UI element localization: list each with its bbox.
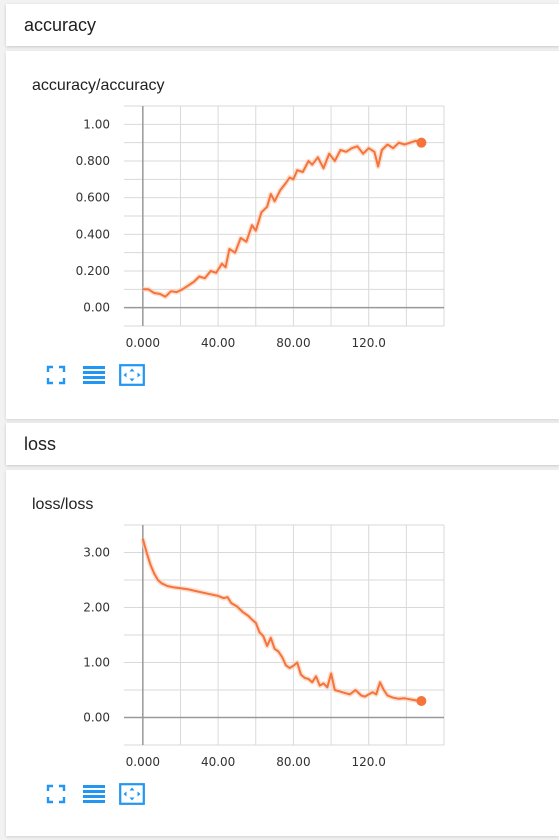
series-last-point[interactable] bbox=[416, 696, 427, 706]
fit-domain-button[interactable] bbox=[118, 781, 146, 807]
y-tick-label: 3.00 bbox=[83, 546, 110, 560]
fullscreen-icon bbox=[46, 784, 66, 804]
series-last-point[interactable] bbox=[416, 137, 427, 148]
chart-toolbar bbox=[42, 362, 156, 388]
data-table-button[interactable] bbox=[80, 781, 108, 807]
x-tick-label: 40.00 bbox=[201, 755, 235, 769]
x-tick-label: 0.000 bbox=[126, 755, 160, 769]
chart-toolbar bbox=[42, 781, 156, 807]
accuracy-chart-card: accuracy/accuracy 0.00 0.200 0.400 0.600 0.8… bbox=[6, 51, 559, 419]
y-tick-label: 0.800 bbox=[76, 154, 110, 168]
series-raw-line bbox=[140, 538, 422, 704]
series-line bbox=[141, 538, 422, 702]
loss-section-header[interactable]: loss bbox=[6, 423, 559, 465]
fit-domain-icon bbox=[119, 783, 145, 805]
y-tick-label: 1.00 bbox=[83, 117, 110, 131]
y-tick-label: 0.00 bbox=[83, 711, 110, 725]
x-tick-label: 120.0 bbox=[352, 755, 386, 769]
series-line bbox=[142, 139, 422, 298]
x-tick-label: 80.00 bbox=[276, 336, 310, 350]
y-tick-label: 1.00 bbox=[83, 656, 110, 670]
chart-title: loss/loss bbox=[32, 496, 94, 513]
section-header-label: loss bbox=[24, 434, 57, 454]
fullscreen-button[interactable] bbox=[42, 781, 70, 807]
y-tick-label: 0.600 bbox=[76, 191, 110, 205]
chart-title: accuracy/accuracy bbox=[32, 77, 165, 94]
data-table-button[interactable] bbox=[80, 362, 108, 388]
accuracy-section-header[interactable]: accuracy bbox=[6, 4, 559, 46]
x-tick-label: 40.00 bbox=[201, 336, 235, 350]
x-tick-label: 80.00 bbox=[276, 755, 310, 769]
section-header-label: accuracy bbox=[24, 15, 97, 35]
fit-domain-icon bbox=[119, 364, 145, 386]
fullscreen-icon bbox=[46, 365, 66, 385]
fullscreen-button[interactable] bbox=[42, 362, 70, 388]
loss-chart-card: loss/loss 0.00 1.00 2.00 3.00 0.000 40.00 80.0… bbox=[6, 470, 559, 836]
loss-chart: 0.00 1.00 2.00 3.00 0.000 40.00 80.00 120.0 bbox=[83, 524, 445, 769]
fit-domain-button[interactable] bbox=[118, 362, 146, 388]
x-tick-label: 120.0 bbox=[352, 336, 386, 350]
y-tick-label: 0.200 bbox=[76, 264, 110, 278]
data-table-icon bbox=[83, 366, 105, 384]
y-tick-label: 2.00 bbox=[83, 601, 110, 615]
y-tick-label: 0.00 bbox=[83, 301, 110, 315]
y-tick-label: 0.400 bbox=[76, 227, 110, 241]
x-tick-label: 0.000 bbox=[126, 336, 160, 350]
accuracy-chart: 0.00 0.200 0.400 0.600 0.800 1.00 0.000 40.00 80… bbox=[76, 105, 445, 350]
data-table-icon bbox=[83, 785, 105, 803]
